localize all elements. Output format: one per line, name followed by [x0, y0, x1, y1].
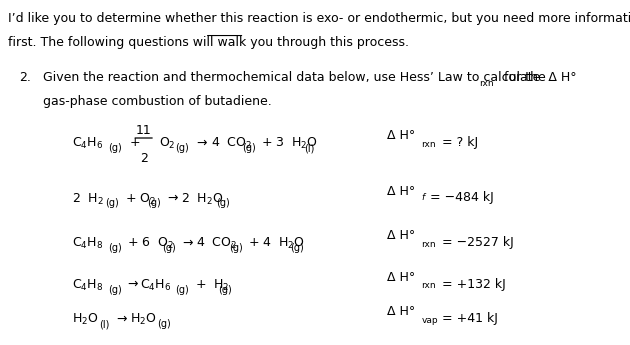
Text: = −484 kJ: = −484 kJ [430, 191, 494, 205]
Text: 4  CO$_2$: 4 CO$_2$ [211, 136, 252, 151]
Text: (l): (l) [304, 143, 314, 153]
Text: Δ H°: Δ H° [387, 305, 416, 318]
Text: C$_4$H$_8$: C$_4$H$_8$ [72, 236, 104, 252]
Text: (g): (g) [108, 285, 122, 295]
Text: f: f [421, 193, 425, 202]
Text: (g): (g) [105, 198, 119, 208]
Text: 2.: 2. [19, 71, 31, 84]
Text: Δ H°: Δ H° [387, 129, 416, 142]
Text: →: → [197, 136, 207, 149]
Text: →: → [182, 236, 193, 249]
Text: (g): (g) [157, 319, 171, 329]
Text: + 6  O$_2$: + 6 O$_2$ [127, 236, 174, 252]
Text: 2  H$_2$: 2 H$_2$ [72, 191, 105, 207]
Text: Δ H°: Δ H° [387, 271, 416, 284]
Text: first. The following questions will walk you through this process.: first. The following questions will walk… [8, 36, 410, 49]
Text: (g): (g) [229, 243, 243, 253]
Text: +  H$_2$: + H$_2$ [195, 278, 229, 293]
Text: O$_2$: O$_2$ [159, 136, 176, 151]
Text: gas-phase combustion of butadiene.: gas-phase combustion of butadiene. [43, 95, 272, 108]
Text: 11: 11 [136, 124, 152, 137]
Text: (l): (l) [99, 319, 109, 329]
Text: (g): (g) [175, 143, 189, 153]
Text: (g): (g) [163, 243, 176, 253]
Text: vap: vap [421, 316, 438, 325]
Text: 2  H$_2$O: 2 H$_2$O [181, 191, 223, 207]
Text: Δ H°: Δ H° [387, 185, 416, 198]
Text: (g): (g) [108, 143, 122, 153]
Text: = −2527 kJ: = −2527 kJ [442, 236, 514, 249]
Text: 2: 2 [140, 152, 147, 165]
Text: (g): (g) [147, 198, 161, 208]
Text: + 3  H$_2$O: + 3 H$_2$O [261, 136, 318, 151]
Text: = +132 kJ: = +132 kJ [442, 278, 506, 291]
Text: H$_2$O: H$_2$O [130, 312, 157, 327]
Text: (g): (g) [290, 243, 304, 253]
Text: + 4  H$_2$O: + 4 H$_2$O [248, 236, 304, 252]
Text: for the: for the [500, 71, 546, 84]
Text: I’d like you to determine whether this reaction is exo- or endothermic, but you : I’d like you to determine whether this r… [8, 12, 630, 25]
Text: + O$_2$: + O$_2$ [125, 191, 156, 207]
Text: H$_2$O: H$_2$O [72, 312, 99, 327]
Text: Given the reaction and thermochemical data below, use Hess’ Law to calculate  Δ : Given the reaction and thermochemical da… [43, 71, 576, 84]
Text: →: → [127, 278, 138, 291]
Text: (g): (g) [243, 143, 256, 153]
Text: (g): (g) [219, 285, 232, 295]
Text: rxn: rxn [421, 240, 436, 249]
Text: rxn: rxn [479, 79, 493, 88]
Text: C$_4$H$_8$: C$_4$H$_8$ [72, 278, 104, 293]
Text: (g): (g) [175, 285, 189, 295]
Text: = ? kJ: = ? kJ [442, 136, 478, 149]
Text: (g): (g) [108, 243, 122, 253]
Text: →: → [117, 312, 127, 325]
Text: →: → [167, 191, 178, 205]
Text: +: + [129, 136, 140, 149]
Text: (g): (g) [216, 198, 230, 208]
Text: rxn: rxn [421, 140, 436, 149]
Text: rxn: rxn [421, 281, 436, 290]
Text: = +41 kJ: = +41 kJ [442, 312, 498, 325]
Text: Δ H°: Δ H° [387, 229, 416, 243]
Text: C$_4$H$_6$: C$_4$H$_6$ [140, 278, 172, 293]
Text: 4  CO$_2$: 4 CO$_2$ [196, 236, 237, 252]
Text: C$_4$H$_6$: C$_4$H$_6$ [72, 136, 104, 151]
